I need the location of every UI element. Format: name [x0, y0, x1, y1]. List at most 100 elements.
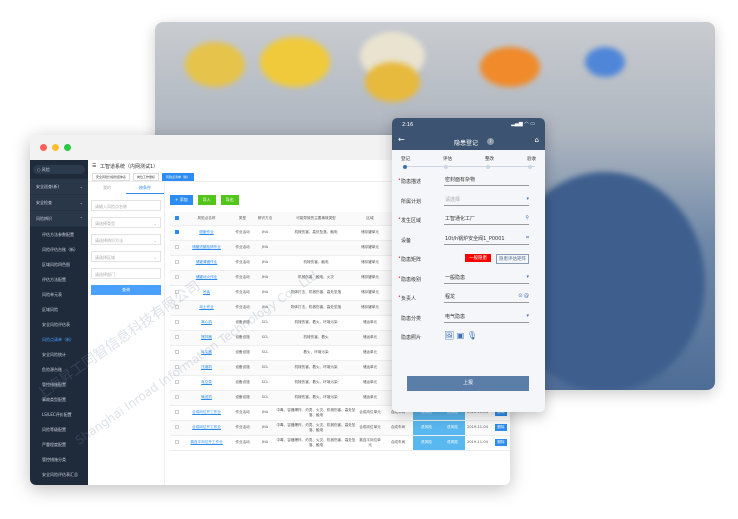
sidebar-group[interactable]: 风险辨识 ⌃ [30, 211, 88, 227]
home-icon[interactable]: ⌂ [534, 136, 539, 144]
risk-point-name-link[interactable]: 搅拌器 [183, 330, 230, 346]
at-icon[interactable]: ⊙ @ [518, 293, 529, 299]
checkbox[interactable] [174, 394, 179, 399]
sidebar-item[interactable]: 严重程度配置 [42, 442, 66, 447]
checkbox[interactable] [174, 334, 179, 339]
row-checkbox-cell[interactable] [170, 315, 183, 331]
row-checkbox-cell[interactable] [170, 240, 183, 256]
checkbox[interactable] [174, 364, 179, 369]
sidebar-item[interactable]: 危险源台账 [42, 367, 62, 372]
checkbox[interactable] [174, 319, 179, 324]
risk-point-name-link[interactable]: 储罐进罐检修作业 [183, 240, 230, 256]
sidebar-item[interactable]: 风险等级配置 [42, 427, 66, 432]
field-input[interactable]: 程龙 [444, 293, 529, 303]
checkbox[interactable] [174, 379, 179, 384]
checkbox[interactable] [174, 349, 179, 354]
sidebar-item[interactable]: 事故类型配置 [42, 397, 66, 402]
risk-point-name-link[interactable]: 吊装 [183, 285, 230, 301]
checkbox[interactable] [174, 409, 179, 414]
row-checkbox-cell[interactable] [170, 390, 183, 406]
sidebar-item[interactable]: 区域风险 [42, 307, 58, 312]
sidebar-search-input[interactable]: ○ 风险 [33, 165, 85, 174]
field-input[interactable]: 10t/h锅炉安全阀1_P0001 [444, 235, 529, 245]
select-all-checkbox[interactable] [170, 212, 183, 226]
checkbox[interactable] [174, 439, 179, 444]
maximize-window-button[interactable] [64, 144, 71, 151]
row-checkbox-cell[interactable] [170, 300, 183, 316]
risk-point-name-link[interactable]: 离心机 [183, 315, 230, 331]
department-select[interactable]: 请选择部门 [91, 268, 161, 279]
sidebar-group[interactable]: 安全检查 ⌄ [30, 195, 88, 211]
field-input[interactable]: 电气隐患 [444, 313, 529, 323]
row-checkbox-cell[interactable] [170, 435, 183, 451]
area-select[interactable]: 请选择区域 ⌄ [91, 251, 161, 262]
delete-button[interactable]: 删除 [495, 409, 507, 416]
row-checkbox-cell[interactable] [170, 285, 183, 301]
image-upload-icon[interactable]: 🖼 [444, 331, 455, 340]
checkbox[interactable] [174, 215, 179, 220]
risk-point-name-link[interactable]: 压缩机 [183, 360, 230, 376]
submit-button[interactable]: 上报 [407, 376, 529, 391]
row-checkbox-cell[interactable] [170, 225, 183, 241]
sidebar-item[interactable]: LS/LEC评价配置 [42, 412, 72, 417]
video-upload-icon[interactable]: ▣ [456, 331, 465, 340]
sidebar-item[interactable]: 安全风险评估表汇总 [42, 472, 78, 477]
risk-point-name-link[interactable]: 真空泵 [183, 375, 230, 391]
sidebar-item[interactable]: 管控措施配置 [42, 382, 66, 387]
checkbox[interactable] [174, 259, 179, 264]
row-checkbox-cell[interactable] [170, 375, 183, 391]
row-checkbox-cell[interactable] [170, 255, 183, 271]
risk-point-name-link[interactable]: 脱脂作业 [183, 225, 230, 241]
type-select[interactable]: 请选择类型 ⌄ [91, 217, 161, 228]
hazard-level-badge[interactable]: 一般隐患 [465, 254, 491, 262]
tab-risk-system[interactable]: 安全风险分级管控体系 [92, 173, 131, 181]
tab-mine[interactable]: 我的 [103, 185, 111, 190]
method-select[interactable]: 请选择辨识方法 ⌄ [91, 234, 161, 245]
risk-point-name-link[interactable]: 储罐清罐作业 [183, 255, 230, 271]
sidebar-group[interactable]: 安全巡查(新) ⌄ [30, 179, 88, 195]
sidebar-item[interactable]: 评估方法参数配置 [42, 232, 74, 237]
risk-point-name-link[interactable]: 合成岗位开工作业 [183, 420, 230, 436]
field-input[interactable]: 工智通化工厂 [444, 215, 529, 225]
query-button[interactable]: 查询 [91, 285, 161, 295]
row-checkbox-cell[interactable] [170, 330, 183, 346]
chevron-down-icon[interactable]: ▾ [526, 273, 529, 280]
scan-icon[interactable]: ⌗ [526, 234, 529, 241]
close-window-button[interactable] [40, 144, 47, 151]
sidebar-item[interactable]: 风险评估台账（新） [42, 247, 78, 252]
checkbox[interactable] [174, 229, 179, 234]
row-checkbox-cell[interactable] [170, 420, 183, 436]
risk-point-name-link[interactable]: 除尘器 [183, 345, 230, 361]
risk-point-name-link[interactable]: 输送机 [183, 390, 230, 406]
row-checkbox-cell[interactable] [170, 345, 183, 361]
chevron-down-icon[interactable]: ▾ [526, 195, 529, 202]
tab-risk-point-list[interactable]: 风险点清单（新） [162, 173, 195, 181]
hazard-matrix-button[interactable]: 隐患评估矩阵 [496, 254, 529, 264]
menu-icon[interactable]: ☰ [92, 163, 97, 169]
sidebar-item[interactable]: 风险点清单（新） [42, 337, 74, 342]
row-checkbox-cell[interactable] [170, 270, 183, 286]
checkbox[interactable] [174, 304, 179, 309]
add-button[interactable]: + 添加 [170, 195, 193, 205]
tab-post-workload[interactable]: 岗位工作量标 [133, 173, 160, 181]
field-input[interactable]: 密封面有杂物 [444, 176, 529, 186]
delete-button[interactable]: 删除 [495, 439, 507, 446]
help-icon[interactable]: ? [487, 138, 494, 145]
risk-point-name-link[interactable]: 储罐动火作业 [183, 270, 230, 286]
risk-point-name-link[interactable]: 动土作业 [183, 300, 230, 316]
export-button[interactable]: 导出 [220, 195, 239, 205]
risk-point-name-link[interactable]: 氯连平岗位开工作业 [183, 435, 230, 451]
chevron-down-icon[interactable]: ▾ [526, 312, 529, 319]
risk-point-name-input[interactable]: 请输入风险点名称 [91, 200, 161, 211]
field-input[interactable]: 请选择 [444, 196, 529, 206]
import-button[interactable]: 导入 [197, 195, 216, 205]
checkbox[interactable] [174, 424, 179, 429]
sidebar-item[interactable]: 安全风险统计 [42, 352, 66, 357]
minimize-window-button[interactable] [52, 144, 59, 151]
location-icon[interactable]: ⚲ [525, 215, 529, 221]
sidebar-item[interactable]: 安全风险评估表 [42, 322, 70, 327]
field-input[interactable]: 一般隐患 [444, 274, 529, 284]
row-checkbox-cell[interactable] [170, 360, 183, 376]
checkbox[interactable] [174, 289, 179, 294]
tab-by-condition[interactable]: 按条件 [126, 182, 164, 194]
